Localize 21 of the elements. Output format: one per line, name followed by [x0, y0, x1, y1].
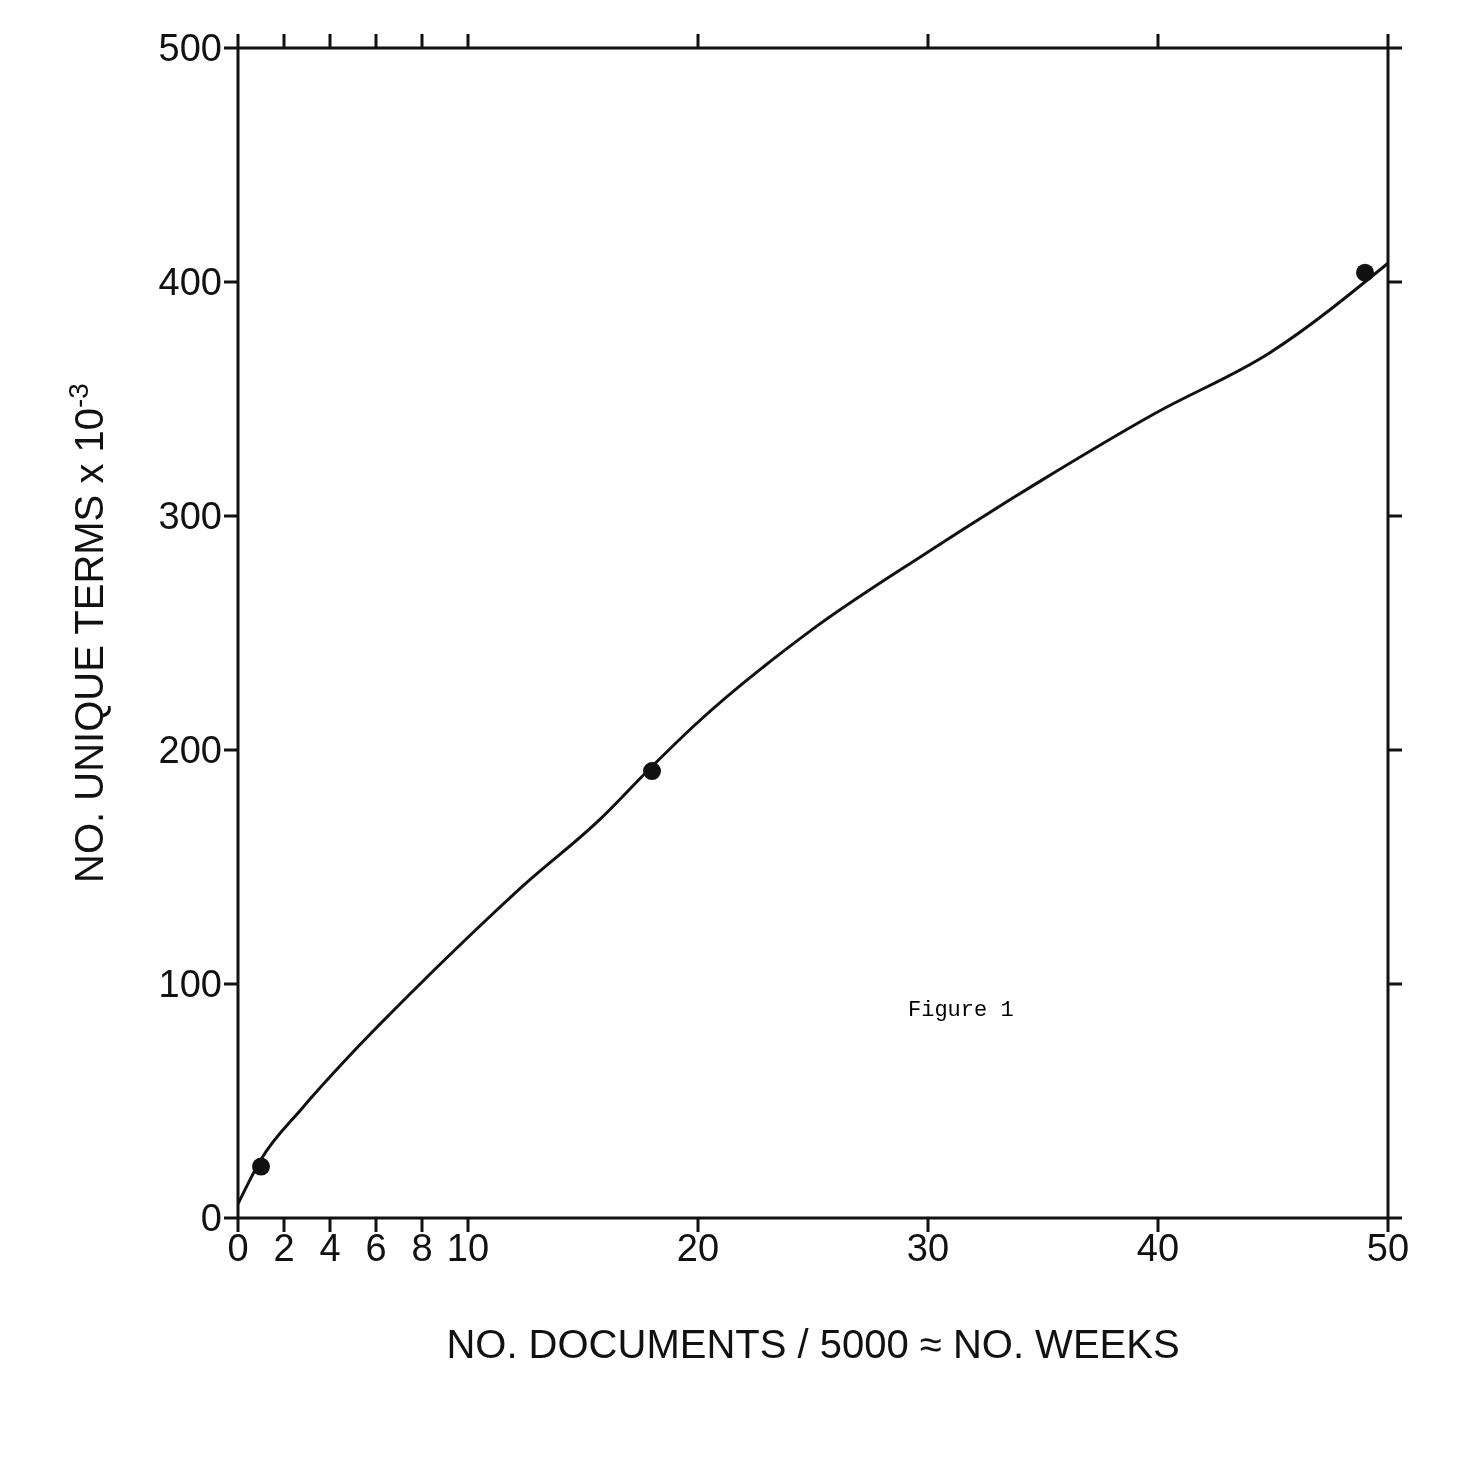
x-tick-label: 0: [227, 1226, 249, 1269]
x-tick-label: 20: [676, 1226, 720, 1269]
y-tick-label: 300: [158, 495, 222, 538]
y-tick-label: 100: [158, 963, 222, 1006]
x-axis-title: NO. DOCUMENTS / 5000 ≈ NO. WEEKS: [446, 1322, 1180, 1366]
x-tick-label: 2: [273, 1226, 295, 1269]
x-tick-label: 10: [446, 1226, 490, 1269]
y-tick-label: 0: [200, 1197, 222, 1240]
annotation: Figure 1: [908, 998, 1014, 1023]
x-tick-label: 30: [906, 1226, 950, 1269]
x-tick-label: 8: [411, 1226, 433, 1269]
point: [252, 1157, 270, 1176]
y-tick-label: 500: [158, 27, 222, 70]
x-tick-label: 4: [319, 1226, 341, 1269]
y-tick-label: 200: [158, 729, 222, 772]
x-tick-label: 6: [365, 1226, 387, 1269]
point: [1356, 263, 1374, 282]
x-tick-label: 40: [1136, 1226, 1180, 1269]
y-tick-label: 400: [158, 261, 222, 304]
x-tick-label: 50: [1366, 1226, 1410, 1269]
point: [643, 762, 661, 781]
